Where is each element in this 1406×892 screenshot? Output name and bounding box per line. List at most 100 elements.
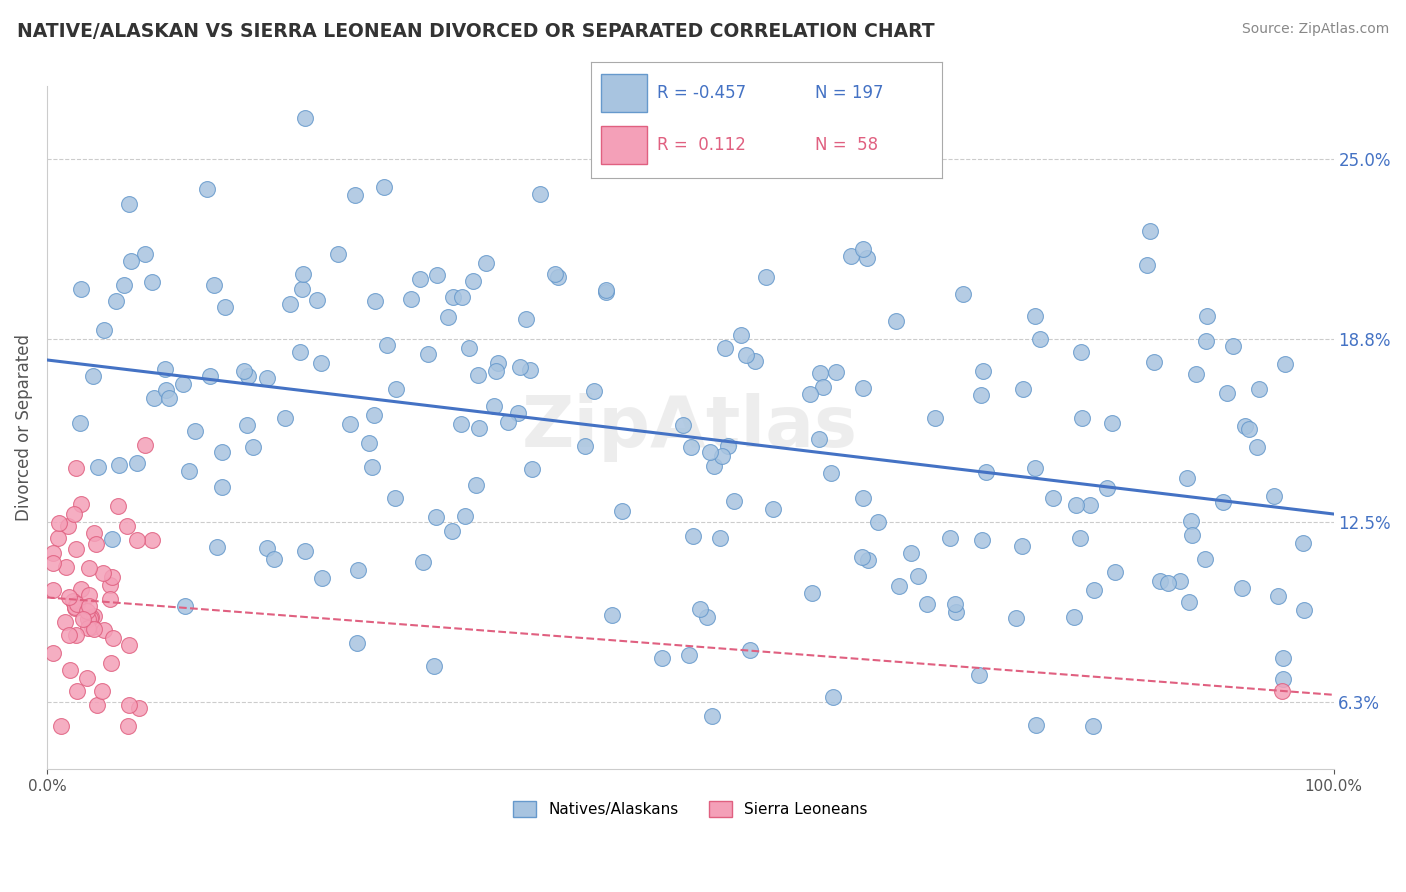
Point: [242, 440, 264, 454]
Point: [373, 180, 395, 194]
Point: [177, 464, 200, 478]
Point: [42, 557, 65, 571]
Point: [294, 111, 316, 125]
Point: [339, 417, 361, 431]
Point: [519, 363, 541, 377]
Point: [498, 415, 520, 429]
Point: [207, 540, 229, 554]
Point: [900, 546, 922, 560]
Point: [77, 613, 100, 627]
Point: [82, 620, 104, 634]
Point: [409, 271, 432, 285]
Point: [1168, 574, 1191, 589]
Point: [288, 344, 311, 359]
Point: [595, 283, 617, 297]
Point: [423, 659, 446, 673]
FancyBboxPatch shape: [602, 126, 647, 164]
Point: [907, 568, 929, 582]
Point: [263, 551, 285, 566]
Point: [709, 532, 731, 546]
Point: [72, 612, 94, 626]
Point: [153, 362, 176, 376]
Point: [202, 278, 225, 293]
Point: [112, 277, 135, 292]
Point: [454, 508, 477, 523]
Point: [59, 663, 82, 677]
Point: [53, 615, 76, 629]
Point: [610, 504, 633, 518]
Point: [412, 555, 434, 569]
Point: [1185, 367, 1208, 381]
Text: N = 197: N = 197: [815, 84, 884, 103]
Point: [1081, 719, 1104, 733]
Point: [101, 570, 124, 584]
Point: [76, 604, 98, 618]
Point: [66, 598, 89, 612]
Point: [915, 598, 938, 612]
Point: [83, 526, 105, 541]
Point: [972, 533, 994, 548]
Point: [51, 719, 73, 733]
Point: [1212, 494, 1234, 508]
Point: [87, 460, 110, 475]
Point: [1042, 491, 1064, 505]
Point: [347, 563, 370, 577]
Point: [91, 566, 114, 580]
Point: [700, 709, 723, 723]
Point: [811, 380, 834, 394]
Point: [198, 368, 221, 383]
Point: [1070, 411, 1092, 425]
Point: [825, 365, 848, 379]
Point: [509, 360, 531, 375]
Point: [823, 690, 845, 704]
Point: [360, 460, 382, 475]
Point: [1234, 418, 1257, 433]
Point: [515, 312, 537, 326]
Point: [211, 445, 233, 459]
Point: [1070, 344, 1092, 359]
Point: [83, 622, 105, 636]
Point: [56, 519, 79, 533]
Point: [754, 270, 776, 285]
Point: [467, 368, 489, 382]
Point: [384, 382, 406, 396]
Point: [307, 293, 329, 307]
Point: [974, 465, 997, 479]
Point: [437, 310, 460, 325]
Point: [363, 408, 385, 422]
Point: [127, 533, 149, 548]
Point: [630, 111, 652, 125]
FancyBboxPatch shape: [602, 74, 647, 112]
Point: [723, 494, 745, 508]
Point: [967, 668, 990, 682]
Point: [77, 561, 100, 575]
Point: [214, 300, 236, 314]
Point: [939, 531, 962, 545]
Point: [174, 599, 197, 614]
Point: [93, 323, 115, 337]
Point: [714, 341, 737, 355]
Point: [889, 579, 911, 593]
Point: [82, 368, 104, 383]
Point: [117, 719, 139, 733]
Point: [1195, 334, 1218, 348]
Point: [1083, 582, 1105, 597]
Point: [520, 462, 543, 476]
Point: [1156, 576, 1178, 591]
Point: [172, 377, 194, 392]
Text: R =  0.112: R = 0.112: [657, 136, 747, 154]
Point: [1024, 309, 1046, 323]
Point: [425, 510, 447, 524]
Point: [63, 600, 86, 615]
Point: [970, 388, 993, 402]
Point: [359, 435, 381, 450]
Point: [1246, 440, 1268, 454]
Text: R = -0.457: R = -0.457: [657, 84, 747, 103]
Point: [1222, 339, 1244, 353]
Point: [155, 383, 177, 397]
Point: [600, 607, 623, 622]
Point: [1012, 382, 1035, 396]
Point: [1143, 354, 1166, 368]
Point: [134, 438, 156, 452]
Point: [1136, 258, 1159, 272]
